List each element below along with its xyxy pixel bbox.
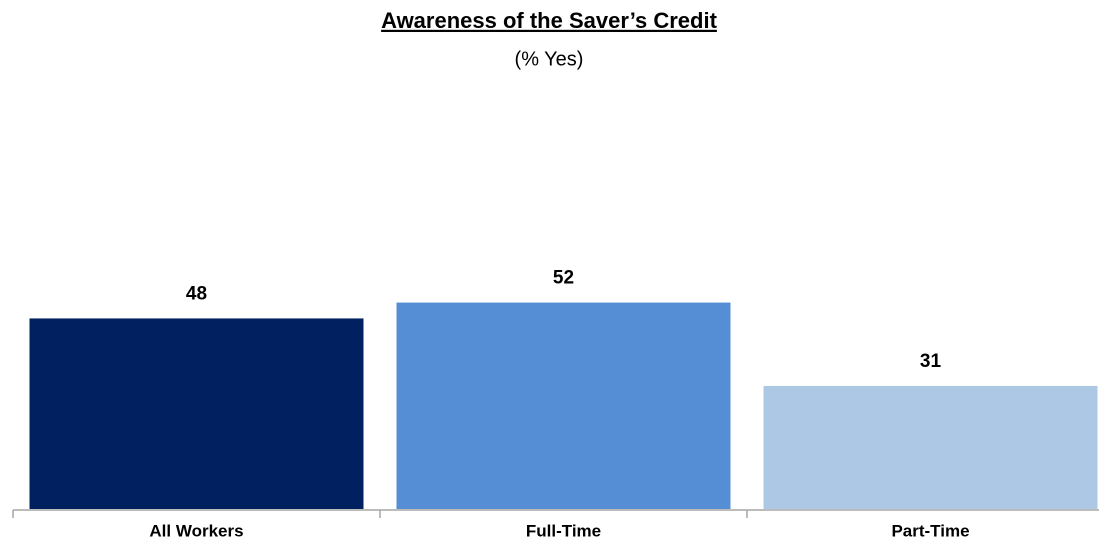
x-tick-label: All Workers [149, 521, 243, 540]
x-tick-label: Full-Time [526, 521, 601, 540]
chart-subtitle: (% Yes) [515, 48, 584, 70]
value-label: 48 [186, 283, 207, 304]
bar [29, 318, 364, 509]
x-tick-label: Part-Time [891, 521, 969, 540]
bar [763, 385, 1098, 509]
value-label: 52 [553, 268, 574, 289]
value-label: 31 [920, 351, 942, 372]
bar [396, 302, 731, 509]
chart-title: Awareness of the Saver’s Credit [381, 8, 718, 33]
